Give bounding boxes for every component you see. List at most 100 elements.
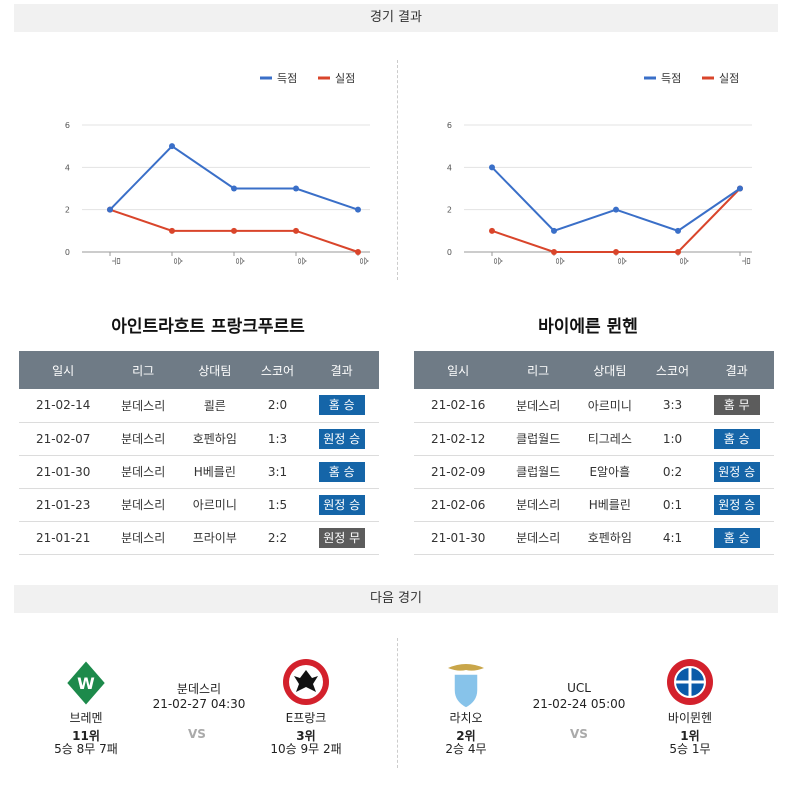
table-row: 21-02-16 분데스리 아르미니 3:3 홈 무 xyxy=(414,389,774,423)
col-result: 결과 xyxy=(304,351,379,389)
vs-label: VS xyxy=(188,727,206,741)
league-cell: 분데스리 xyxy=(107,422,179,456)
opponent-cell: 호펜하임 xyxy=(178,422,251,456)
svg-text:W: W xyxy=(77,674,95,693)
score-cell: 1:3 xyxy=(250,422,305,456)
results-section-title: 경기 결과 xyxy=(14,4,778,32)
x-tick-label: 승 xyxy=(358,257,369,265)
y-tick-label: 0 xyxy=(65,248,70,257)
result-cell: 원정 승 xyxy=(304,488,379,522)
league-cell: 분데스리 xyxy=(107,455,179,489)
col-result: 결과 xyxy=(699,351,774,389)
score-cell: 2:0 xyxy=(250,389,305,423)
x-tick-label: 승 xyxy=(492,257,503,265)
team1-results-table: 일시 리그 상대팀 스코어 결과 21-02-14 분데스리 쾰른 2:0 홈 승 21-… xyxy=(19,351,379,555)
col-opponent: 상대팀 xyxy=(573,351,646,389)
data-point xyxy=(355,249,361,255)
data-point xyxy=(169,143,175,150)
result-cell: 홈 무 xyxy=(699,389,774,423)
legend-label-conceded: 실점 xyxy=(335,72,355,85)
x-tick-label: 승 xyxy=(554,257,565,265)
result-badge: 원정 승 xyxy=(318,428,365,449)
score-cell: 0:2 xyxy=(645,455,700,489)
data-point xyxy=(675,249,681,255)
data-point xyxy=(107,206,113,213)
score-cell: 1:0 xyxy=(645,422,700,456)
opponent-cell: H베를린 xyxy=(573,488,646,522)
date-cell: 21-02-12 xyxy=(414,422,503,456)
result-cell: 홈 승 xyxy=(304,455,379,489)
league-cell: 분데스리 xyxy=(107,488,179,522)
league-cell: 분데스리 xyxy=(502,389,574,423)
data-point xyxy=(551,227,557,234)
col-league: 리그 xyxy=(502,351,574,389)
data-point xyxy=(355,206,361,213)
opponent-cell: 티그레스 xyxy=(573,422,646,456)
away-team-record: 10승 9무 2패 xyxy=(270,742,342,756)
x-tick-label: 승 xyxy=(616,257,627,265)
table-row: 21-02-06 분데스리 H베를린 0:1 원정 승 xyxy=(414,488,774,522)
x-tick-label: 승 xyxy=(296,257,307,265)
chart-left: 0 2 4 6 무 승 승 승 승 득점 실점 xyxy=(14,56,394,286)
y-tick-label: 2 xyxy=(65,206,70,215)
data-point xyxy=(231,185,237,192)
score-cell: 0:1 xyxy=(645,488,700,522)
date-cell: 21-02-07 xyxy=(19,422,108,456)
result-badge: 홈 무 xyxy=(713,395,760,416)
data-point xyxy=(231,227,237,234)
werder-bremen-crest-icon: W xyxy=(64,658,108,708)
table-row: 21-02-14 분데스리 쾰른 2:0 홈 승 xyxy=(19,389,379,423)
home-team-rank: 11위 xyxy=(72,729,100,743)
y-tick-label: 0 xyxy=(447,248,452,257)
league-cell: 클럽월드 xyxy=(502,422,574,456)
opponent-cell: E알아흘 xyxy=(573,455,646,489)
legend-label-scored: 득점 xyxy=(661,72,681,85)
opponent-cell: H베를린 xyxy=(178,455,251,489)
data-point xyxy=(293,185,299,192)
result-cell: 원정 무 xyxy=(304,521,379,555)
opponent-cell: 아르미니 xyxy=(178,488,251,522)
data-point xyxy=(737,185,743,192)
date-cell: 21-02-06 xyxy=(414,488,503,522)
x-tick-label: 승 xyxy=(678,257,689,265)
table-row: 21-01-21 분데스리 프라이부 2:2 원정 무 xyxy=(19,521,379,555)
y-tick-label: 4 xyxy=(447,163,452,172)
y-tick-label: 6 xyxy=(65,121,70,130)
result-badge: 원정 승 xyxy=(713,461,760,482)
date-cell: 21-01-30 xyxy=(414,521,503,555)
result-cell: 원정 승 xyxy=(699,455,774,489)
lazio-crest-icon xyxy=(448,664,484,709)
table-row: 21-02-07 분데스리 호펜하임 1:3 원정 승 xyxy=(19,422,379,456)
table-row: 21-02-12 클럽월드 티그레스 1:0 홈 승 xyxy=(414,422,774,456)
opponent-cell: 쾰른 xyxy=(178,389,251,423)
result-badge: 홈 승 xyxy=(318,461,365,482)
next-match-2: 라치오 2위 2승 4무 UCL 21-02-24 05:00 VS 바이뮌헨 … xyxy=(398,640,778,780)
home-team-name: 라치오 xyxy=(449,711,483,725)
result-cell: 원정 승 xyxy=(699,488,774,522)
data-point xyxy=(613,206,619,213)
data-point xyxy=(675,227,681,234)
vs-label: VS xyxy=(570,727,588,741)
team1-title: 아인트라흐트 프랑크푸르트 xyxy=(111,317,305,337)
col-opponent: 상대팀 xyxy=(178,351,251,389)
x-tick-label: 승 xyxy=(172,257,183,265)
match-datetime: 21-02-24 05:00 xyxy=(532,697,626,711)
team2-title: 바이에른 뮌헨 xyxy=(538,317,638,337)
away-team-name: 바이뮌헨 xyxy=(667,711,713,725)
match-datetime: 21-02-27 04:30 xyxy=(152,697,246,711)
away-team-record: 5승 1무 xyxy=(669,742,711,756)
opponent-cell: 프라이부 xyxy=(178,521,251,555)
away-team-name: E프랑크 xyxy=(285,711,327,725)
match-league: UCL xyxy=(567,681,591,695)
data-point xyxy=(489,227,495,234)
result-cell: 홈 승 xyxy=(304,389,379,423)
home-team-record: 5승 8무 7패 xyxy=(54,742,118,756)
league-cell: 분데스리 xyxy=(502,488,574,522)
y-tick-label: 2 xyxy=(447,206,452,215)
next-section-title: 다음 경기 xyxy=(14,585,778,613)
score-cell: 4:1 xyxy=(645,521,700,555)
data-point xyxy=(551,249,557,255)
eintracht-frankfurt-crest-icon xyxy=(283,659,329,705)
col-score: 스코어 xyxy=(250,351,305,389)
data-point xyxy=(293,227,299,234)
